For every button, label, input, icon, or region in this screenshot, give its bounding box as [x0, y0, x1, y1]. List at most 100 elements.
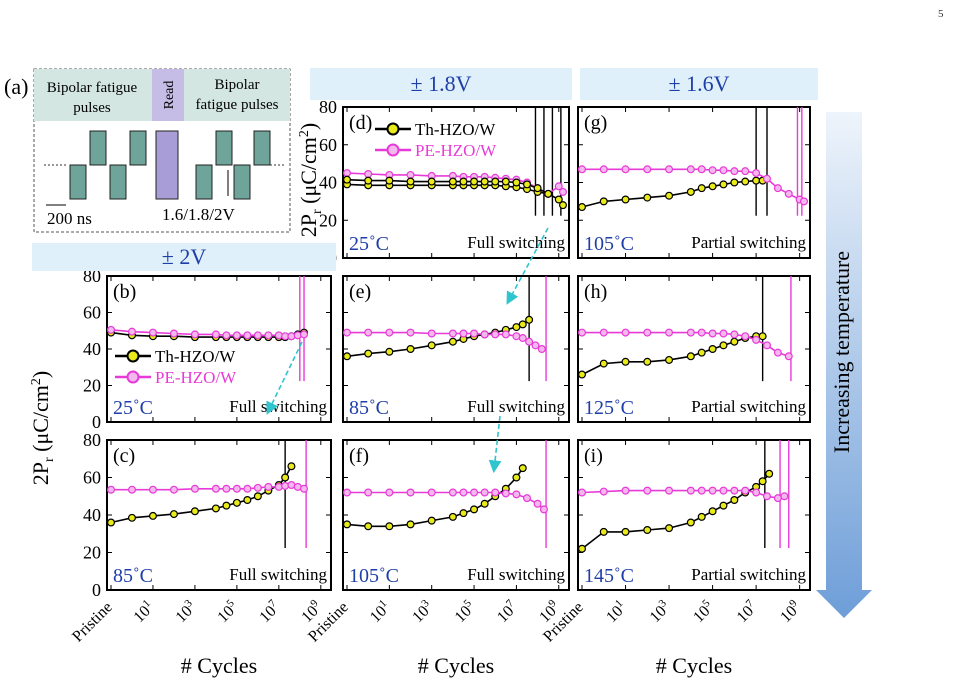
data-point: [621, 165, 630, 174]
data-point: [558, 187, 567, 196]
temperature-label: 85˚C: [113, 565, 153, 587]
data-point: [300, 330, 309, 339]
pulse-width-label: 200 ns: [47, 209, 92, 228]
panel-b: 0 20 40 60 80 (b) 25˚C Full switching Th-HZO/W PE…: [83, 266, 332, 432]
data-point: [730, 167, 739, 176]
data-point: [222, 501, 231, 510]
data-point: [697, 486, 706, 495]
x-axis-title: # Cycles: [656, 653, 732, 678]
switching-mode-label: Full switching: [229, 397, 327, 416]
data-point: [525, 337, 534, 346]
data-point: [491, 488, 500, 497]
data-point: [480, 499, 489, 508]
data-point: [525, 315, 534, 324]
data-point: [287, 332, 296, 341]
data-point: [385, 522, 394, 531]
data-point: [752, 335, 761, 344]
pulse-positive: [253, 130, 271, 166]
data-point: [264, 482, 273, 491]
voltage-label-2v: ± 2V: [161, 244, 207, 269]
switching-mode-label: Full switching: [467, 233, 565, 252]
data-point: [232, 498, 241, 507]
data-point: [243, 496, 252, 505]
data-point: [518, 464, 527, 473]
data-point: [643, 357, 652, 366]
data-point: [190, 507, 199, 516]
data-point: [480, 488, 489, 497]
switching-mode-label: Full switching: [467, 397, 565, 416]
data-point: [621, 195, 630, 204]
temperature-label: 125˚C: [584, 397, 634, 419]
pulse-read: [155, 130, 179, 200]
data-point: [364, 170, 373, 179]
data-point: [621, 328, 630, 337]
data-point: [686, 352, 695, 361]
data-point: [427, 177, 436, 186]
x-tick-label: 101: [602, 597, 631, 626]
data-point: [448, 329, 457, 338]
data-point: [522, 494, 531, 503]
data-point: [364, 522, 373, 531]
data-point: [406, 328, 415, 337]
data-point: [222, 331, 231, 340]
data-point: [470, 488, 479, 497]
panel-e: (e) 85˚C Full switching: [342, 275, 570, 423]
y-tick-label: 0: [92, 412, 101, 432]
temperature-label: 25˚C: [113, 397, 153, 419]
data-point: [459, 488, 468, 497]
panel-label-a: (a): [4, 74, 28, 99]
x-tick-label: 107: [493, 597, 522, 626]
switching-mode-label: Partial switching: [691, 233, 806, 252]
data-point: [762, 341, 771, 350]
data-point: [708, 182, 717, 191]
switching-mode-label: Partial switching: [691, 397, 806, 416]
data-point: [243, 331, 252, 340]
panel-label: (e): [349, 281, 371, 303]
data-point: [708, 329, 717, 338]
data-point: [741, 332, 750, 341]
x-tick-label: Pristine: [69, 599, 116, 646]
data-point: [480, 177, 489, 186]
temperature-label: 145˚C: [584, 565, 634, 587]
data-point: [222, 484, 231, 493]
data-point: [539, 505, 548, 514]
x-tick-label: 103: [171, 597, 200, 626]
data-point: [697, 328, 706, 337]
data-point: [741, 167, 750, 176]
data-point: [544, 189, 553, 198]
data-point: [577, 328, 586, 337]
data-point: [243, 484, 252, 493]
data-point: [730, 337, 739, 346]
data-point: [148, 328, 157, 337]
x-tick-label: 109: [776, 597, 805, 626]
segment-read-text: Read: [162, 81, 177, 110]
switching-mode-label: Full switching: [467, 565, 565, 584]
data-point: [190, 330, 199, 339]
y-tick-label: 60: [319, 135, 337, 155]
data-point: [518, 334, 527, 343]
data-point: [470, 177, 479, 186]
data-point: [554, 195, 563, 204]
x-tick-label: 101: [366, 597, 395, 626]
temperature-label: 25˚C: [349, 233, 389, 255]
data-point: [708, 345, 717, 354]
data-point: [385, 328, 394, 337]
data-point: [752, 169, 761, 178]
legend-label: PE-HZO/W: [155, 368, 237, 387]
data-point: [730, 178, 739, 187]
data-point: [512, 490, 521, 499]
data-point: [599, 197, 608, 206]
data-point: [211, 484, 220, 493]
data-point: [406, 488, 415, 497]
data-point: [427, 488, 436, 497]
data-point: [253, 483, 262, 492]
data-point: [531, 341, 540, 350]
data-point: [780, 492, 789, 501]
data-point: [533, 499, 542, 508]
data-point: [643, 193, 652, 202]
y-tick-label: 0: [92, 580, 101, 600]
data-point: [697, 348, 706, 357]
data-point: [762, 492, 771, 501]
data-point: [459, 329, 468, 338]
